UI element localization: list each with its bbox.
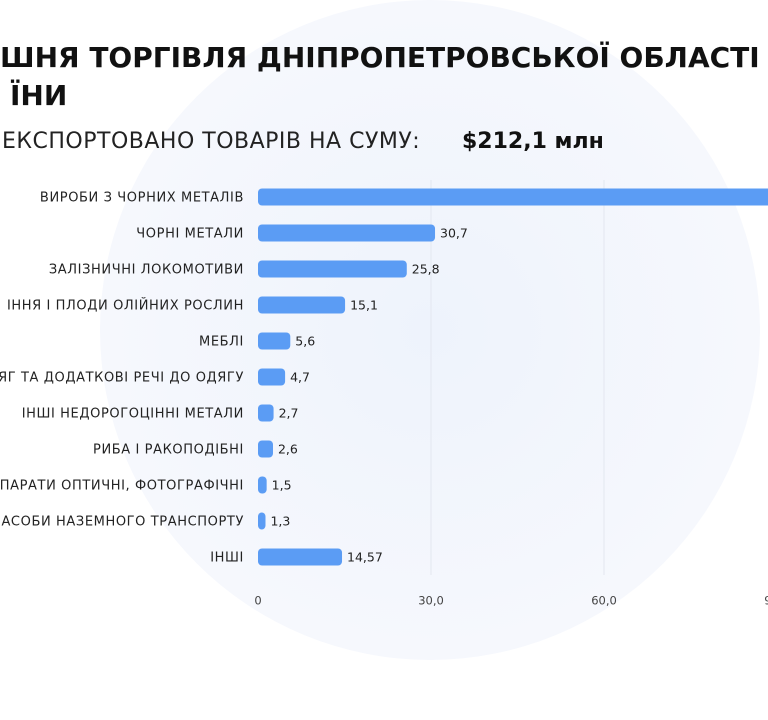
y-tick-label: ЧОРНІ МЕТАЛИ xyxy=(136,227,244,242)
value-label: 1,3 xyxy=(270,514,290,529)
bar xyxy=(258,224,436,242)
subtitle: ЕКСПОРТОВАНО ТОВАРІВ НА СУМУ: xyxy=(2,129,420,154)
x-tick-label: 90,0 xyxy=(764,594,768,608)
y-tick-label: ПАРАТИ ОПТИЧНІ, ФОТОГРАФІЧНІ xyxy=(0,479,244,494)
y-tick-label: РИБА І РАКОПОДІБНІ xyxy=(93,443,244,458)
value-label: 14,57 xyxy=(347,550,383,565)
y-tick-label: АСОБИ НАЗЕМНОГО ТРАНСПОРТУ xyxy=(1,515,244,530)
y-tick-label: ВИРОБИ З ЧОРНИХ МЕТАЛІВ xyxy=(40,191,244,206)
chart-title: ШНЯ ТОРГІВЛЯ ДНІПРОПЕТРОВСЬКОЇ ОБЛАСТІ xyxy=(0,40,760,74)
value-label: 2,7 xyxy=(279,406,299,421)
y-tick-label: ЯГ ТА ДОДАТКОВІ РЕЧІ ДО ОДЯГУ xyxy=(0,371,244,386)
value-label: 1,5 xyxy=(272,478,292,493)
y-tick-label: ЗАЛІЗНИЧНІ ЛОКОМОТИВИ xyxy=(49,263,244,278)
bar xyxy=(258,296,346,314)
subtitle-value: $212,1 млн xyxy=(462,129,604,154)
bar xyxy=(258,332,291,350)
value-label: 2,6 xyxy=(278,442,298,457)
x-tick-label: 60,0 xyxy=(591,594,617,608)
bar xyxy=(258,368,286,386)
x-tick-label: 0 xyxy=(254,594,261,608)
bar xyxy=(258,260,407,278)
value-label: 25,8 xyxy=(412,262,440,277)
y-tick-label: МЕБЛІ xyxy=(199,335,244,350)
bar xyxy=(258,404,274,422)
value-label: 15,1 xyxy=(350,298,378,313)
bar xyxy=(258,440,273,458)
background-circle xyxy=(100,0,760,660)
value-label: 30,7 xyxy=(440,226,468,241)
x-tick-label: 30,0 xyxy=(418,594,444,608)
bar xyxy=(258,188,768,206)
bar xyxy=(258,512,266,530)
bar xyxy=(258,548,343,566)
y-tick-label: ІНШІ xyxy=(210,551,244,566)
y-tick-label: ІННЯ І ПЛОДИ ОЛІЙНИХ РОСЛИН xyxy=(7,298,244,314)
value-label: 4,7 xyxy=(290,370,310,385)
chart-title: ЇНИ xyxy=(10,78,67,112)
value-label: 5,6 xyxy=(295,334,315,349)
y-tick-label: ІНШІ НЕДОРОГОЦІННІ МЕТАЛИ xyxy=(22,407,244,422)
bar xyxy=(258,476,267,494)
